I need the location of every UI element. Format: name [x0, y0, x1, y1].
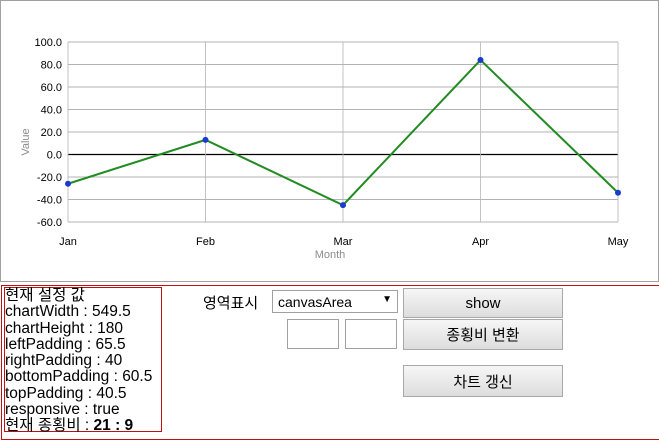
- data-point: [340, 202, 346, 209]
- y-tick-label: -40.0: [37, 195, 62, 207]
- setting-chart-height: chartHeight : 180: [5, 319, 124, 337]
- data-point: [65, 180, 71, 187]
- data-point: [477, 57, 484, 63]
- y-tick-label: 80.0: [41, 60, 62, 72]
- y-tick-label: 40.0: [41, 105, 62, 117]
- setting-responsive: responsive : true: [5, 401, 120, 419]
- y-tick-label: 100.0: [34, 37, 62, 49]
- x-tick-label: Jan: [59, 236, 77, 248]
- ratio-value: 21 : 9: [93, 417, 134, 435]
- settings-panel: 현재 설정 값 chartWidth : 549.5 chartHeight :…: [1, 285, 659, 440]
- setting-top-padding: topPadding : 40.5: [5, 384, 127, 402]
- y-tick-label: -60.0: [37, 217, 62, 229]
- data-point: [202, 136, 209, 143]
- y-tick-label: 0.0: [47, 150, 62, 162]
- ratio-convert-button[interactable]: 종횡비 변환: [403, 319, 563, 350]
- x-tick-label: Feb: [196, 236, 215, 248]
- settings-title: 현재 설정 값: [5, 287, 85, 304]
- x-tick-label: Mar: [334, 236, 353, 248]
- ratio-width-input[interactable]: [287, 319, 339, 349]
- dropdown-arrow-icon: ▼: [382, 294, 392, 305]
- area-display-label: 영역표시: [203, 295, 259, 312]
- chart-canvas: 100.0 80.0 60.0 40.0 20.0 0.0 -20.0 -40.0 -60.0 J…: [0, 0, 659, 282]
- x-tick-label: Apr: [472, 236, 489, 248]
- ratio-label: 현재 종횡비 :: [5, 417, 94, 435]
- data-point: [615, 189, 621, 196]
- y-tick-label: 20.0: [41, 127, 62, 139]
- setting-left-padding: leftPadding : 65.5: [5, 335, 126, 353]
- x-axis-label: Month: [315, 249, 346, 261]
- ratio-height-input[interactable]: [345, 319, 397, 349]
- current-settings-box: 현재 설정 값 chartWidth : 549.5 chartHeight :…: [4, 287, 162, 434]
- show-button[interactable]: show: [403, 288, 563, 318]
- setting-right-padding: rightPadding : 40: [5, 352, 123, 370]
- setting-chart-width: chartWidth : 549.5: [5, 303, 131, 321]
- area-select[interactable]: canvasArea ▼: [272, 290, 398, 313]
- y-axis-label: Value: [20, 128, 32, 155]
- line-chart: 100.0 80.0 60.0 40.0 20.0 0.0 -20.0 -40.0 -60.0 J…: [20, 37, 629, 261]
- area-select-value: canvasArea: [278, 294, 352, 310]
- update-chart-button[interactable]: 차트 갱신: [403, 365, 563, 397]
- x-tick-label: May: [608, 236, 629, 248]
- setting-current-ratio: 현재 종횡비 : 21 : 9: [5, 418, 161, 434]
- setting-bottom-padding: bottomPadding : 60.5: [5, 368, 153, 386]
- y-tick-label: -20.0: [37, 172, 62, 184]
- y-tick-label: 60.0: [41, 82, 62, 94]
